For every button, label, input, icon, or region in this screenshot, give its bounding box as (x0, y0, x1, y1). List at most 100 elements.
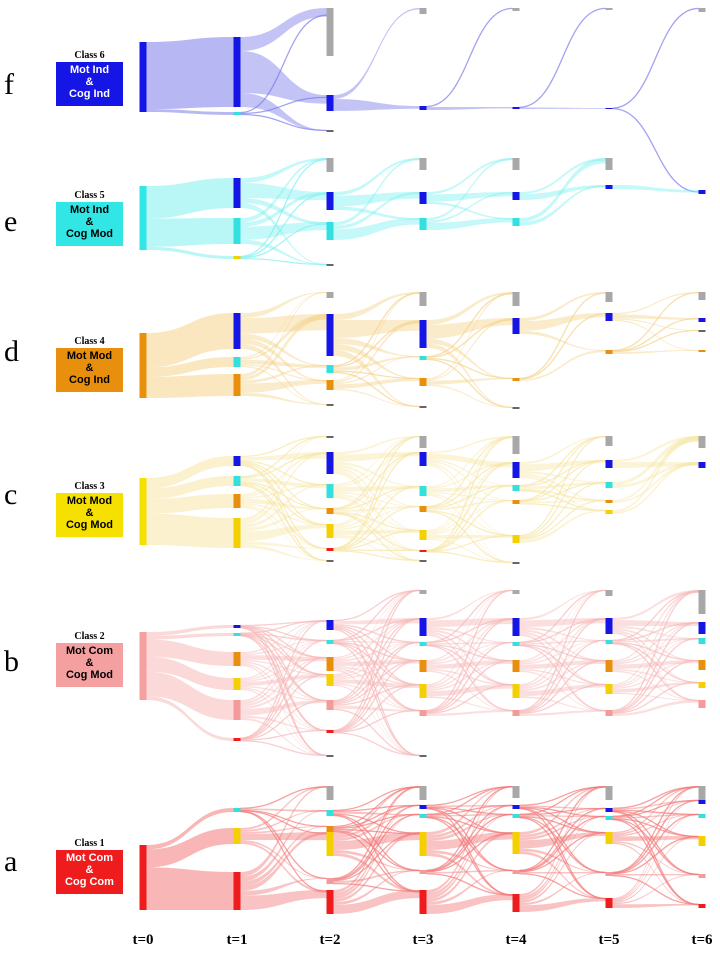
flow-t5-t6-3-4 (612, 874, 699, 876)
node-t4-class6-1 (512, 107, 520, 109)
flow-t3-t4-2-0 (426, 292, 513, 380)
node-t1-class6-0 (233, 37, 241, 107)
flow-line-t5-t6-3-2 (612, 813, 699, 874)
flow-t4-t5-4-1 (519, 808, 606, 899)
flow-line-t5-t6-1-2 (612, 329, 699, 353)
node-t4-dropout-0 (512, 292, 520, 306)
flow-line-t5-t6-3-3 (612, 835, 699, 875)
flow-t1-t2-2-2 (240, 365, 327, 384)
node-t5-class4-3 (605, 660, 613, 672)
flow-t2-t3-2-5 (333, 667, 420, 711)
flow-line-t2-t3-0-5 (333, 627, 420, 712)
flow-t2-t3-2-0 (333, 786, 420, 835)
flow-line-t3-t4-4-1 (426, 462, 513, 552)
flow-t0-t1-0 (146, 313, 234, 368)
flow-line-t3-t4-1-1 (426, 319, 513, 359)
flow-line-t2-t3-1-0 (333, 292, 420, 367)
flow-t1-t2-0-3 (240, 203, 327, 265)
node-t2-class5-1 (326, 810, 334, 816)
flow-t5-t6-4-2 (612, 814, 699, 902)
flow-t2-t3-0-0 (333, 436, 420, 455)
node-t0-class-1 (139, 845, 147, 910)
flow-line-t1-t2-1-0 (240, 14, 327, 114)
flow-t5-t6-2-1 (612, 622, 699, 663)
flow-t3-t4-1-2 (426, 485, 513, 493)
flow-t2-t3-2-2 (333, 814, 420, 841)
flow-t1-t2-1-1 (240, 810, 327, 832)
flow-line-t1-t2-1-6 (240, 484, 327, 562)
flow-line-t4-t5-1-3 (519, 489, 606, 502)
flow-line-t2-t3-1-6 (333, 643, 420, 757)
flow-t2-t3-0-3 (333, 464, 420, 507)
flow-t5-t6-0-1 (612, 800, 699, 810)
node-t3-dark-6 (419, 755, 427, 757)
flow-line-t2-t3-1-1 (333, 804, 420, 829)
node-t6-dropout-0 (698, 786, 706, 800)
node-t6-class4-3 (698, 660, 706, 670)
node-t4-class3-3 (512, 832, 520, 854)
node-t5-class5-2 (605, 816, 613, 820)
node-t2-class1-5 (326, 730, 334, 733)
flow-t1-t2-4-6 (240, 717, 327, 756)
flow-line-t2-t3-4-1 (333, 452, 420, 550)
node-t2-dark-2 (326, 130, 334, 132)
node-t2-class6-1 (326, 95, 334, 111)
flow-line-t2-t3-3-1 (333, 804, 420, 880)
flow-t5-t6-2-2 (612, 814, 699, 837)
flow-t1-t2-2-1 (240, 314, 327, 381)
flow-t3-t4-3-1 (426, 462, 513, 533)
flow-t1-t2-2-3 (240, 380, 327, 393)
flow-t4-t5-2-0 (519, 786, 606, 835)
flow-line-t4-t5-4-2 (519, 639, 606, 713)
flow-t3-t4-1-2 (426, 642, 513, 645)
node-t4-class5-2 (512, 814, 520, 818)
flow-t1-t2-0-0 (240, 8, 327, 51)
node-t5-class2-5 (605, 710, 613, 716)
flow-t5-t6-1-1 (612, 462, 699, 488)
flow-line-t2-t3-1-0 (333, 589, 420, 641)
flow-t4-t5-0-1 (519, 107, 606, 109)
node-t0-class-6 (139, 42, 147, 112)
flow-t4-t5-0-2 (519, 471, 606, 483)
node-t4-dropout-0 (512, 590, 520, 594)
class-title: Class 3 (74, 481, 105, 492)
flow-line-t4-t5-4-0 (519, 589, 606, 712)
flow-t5-t6-0-0 (612, 185, 699, 193)
node-t1-class3-2 (233, 256, 241, 259)
flow-t2-t3-0-1 (333, 192, 420, 207)
flow-t5-t6-2-0 (612, 436, 699, 502)
flow-t1-t2-2-3 (240, 498, 327, 510)
flow-line-t3-t4-4-4 (426, 534, 513, 553)
flow-line-t2-t3-2-1 (333, 452, 420, 510)
node-t1-class1-5 (233, 738, 241, 741)
node-t5-class6-1 (605, 618, 613, 634)
flow-t1-t2-4-0 (240, 620, 327, 703)
flow-line-t3-t4-3-0 (426, 786, 513, 871)
class-label-box: Mot Com & Cog Com (56, 850, 123, 894)
node-t5-class6-1 (605, 313, 613, 321)
flow-line-t1-t2-0-2 (240, 809, 327, 828)
flow-t1-t2-2-4 (240, 392, 327, 405)
flow-line-t1-t2-1-5 (240, 483, 327, 550)
node-t3-dropout-0 (419, 590, 427, 594)
node-t2-class3-3 (326, 832, 334, 856)
flow-t1-t2-1-0 (240, 292, 327, 359)
class-label-line: Cog Ind (69, 88, 110, 100)
flow-t3-t4-0-1 (426, 192, 513, 202)
flow-t4-t5-1-0 (519, 158, 606, 222)
flow-t1-t2-2-4 (240, 503, 327, 526)
flow-t4-t5-0-3 (519, 629, 606, 662)
flow-t2-t3-2-4 (333, 850, 420, 871)
flow-t4-t5-0-2 (519, 330, 606, 351)
flow-line-t2-t3-2-5 (333, 512, 420, 552)
node-t3-dark-6 (419, 560, 427, 562)
node-t1-class6-0 (233, 456, 241, 466)
flow-t3-t4-1-0 (426, 436, 513, 488)
flow-t4-t5-0-0 (519, 590, 606, 621)
flow-line-t2-t3-4-3 (333, 659, 420, 705)
flow-line-t3-t4-2-1 (426, 462, 513, 508)
flow-t2-t3-1-0 (333, 158, 420, 226)
flow-t1-t2-0-0 (240, 292, 327, 319)
node-t3-class4-3 (419, 506, 427, 512)
flow-t3-t4-1-2 (426, 218, 513, 230)
